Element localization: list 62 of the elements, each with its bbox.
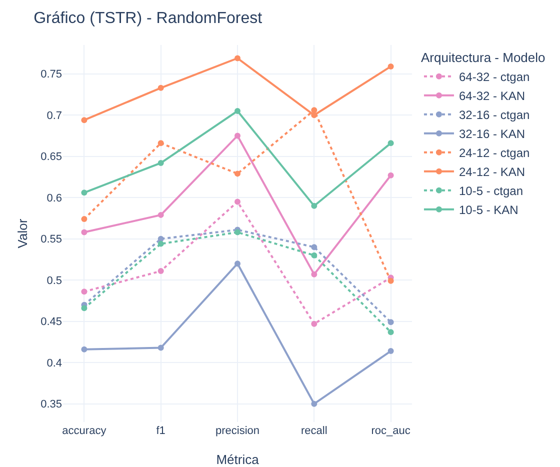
point — [388, 319, 394, 326]
point — [81, 190, 88, 196]
point — [311, 244, 318, 250]
legend-label: 64-32 - KAN — [458, 89, 526, 104]
legend-label: 32-16 - ctgan — [458, 108, 530, 122]
y-tick-label: 0.45 — [40, 316, 62, 328]
x-tick-label: accuracy — [62, 425, 107, 437]
point — [81, 305, 88, 312]
point — [311, 320, 318, 327]
x-tick-label: recall — [301, 425, 328, 437]
legend-label: 10-5 - ctgan — [458, 184, 524, 198]
point — [158, 140, 164, 146]
y-tick-label: 0.5 — [46, 274, 62, 287]
point — [234, 260, 240, 267]
point — [234, 132, 240, 139]
point — [311, 112, 318, 118]
chart-title: Gráfico (TSTR) - RandomForest — [34, 10, 263, 27]
x-tick-label: roc_auc — [371, 425, 411, 437]
x-tick-label: precision — [215, 425, 260, 437]
point — [234, 170, 240, 177]
point — [388, 329, 394, 336]
legend-label: 24-12 - KAN — [458, 165, 526, 180]
point — [234, 198, 240, 205]
y-tick-label: 0.55 — [40, 234, 62, 246]
point — [158, 268, 164, 274]
point — [388, 348, 394, 354]
point — [81, 288, 88, 295]
point — [158, 240, 164, 247]
point — [388, 172, 394, 178]
point — [234, 55, 240, 62]
y-axis-title: Valor — [15, 218, 30, 248]
legend-label: 64-32 - ctgan — [458, 70, 530, 84]
point — [311, 202, 318, 209]
point — [158, 160, 164, 166]
point — [158, 236, 164, 242]
y-tick-label: 0.6 — [46, 192, 62, 204]
point — [234, 229, 240, 236]
point — [388, 278, 394, 284]
legend-label: 24-12 - ctgan — [458, 146, 530, 160]
point — [388, 63, 394, 70]
point — [158, 344, 164, 351]
point — [81, 216, 88, 222]
legend-title: Arquitectura - Modelo — [420, 50, 546, 65]
point — [234, 108, 240, 114]
y-tick-label: 0.7 — [46, 110, 62, 122]
y-tick-label: 0.4 — [46, 357, 62, 370]
point — [311, 271, 318, 278]
point — [81, 117, 88, 124]
point — [81, 346, 88, 352]
x-axis-title: Métrica — [216, 452, 260, 467]
point — [158, 84, 164, 91]
legend-label: 10-5 - KAN — [458, 203, 518, 218]
y-tick-label: 0.65 — [40, 151, 62, 164]
point — [311, 400, 318, 407]
x-tick-label: f1 — [156, 425, 166, 437]
point — [158, 212, 164, 218]
point — [81, 229, 88, 236]
point — [311, 252, 318, 258]
point — [388, 140, 394, 146]
legend-label: 32-16 - KAN — [458, 127, 526, 142]
y-tick-label: 0.35 — [40, 398, 62, 411]
y-tick-label: 0.75 — [40, 68, 62, 81]
